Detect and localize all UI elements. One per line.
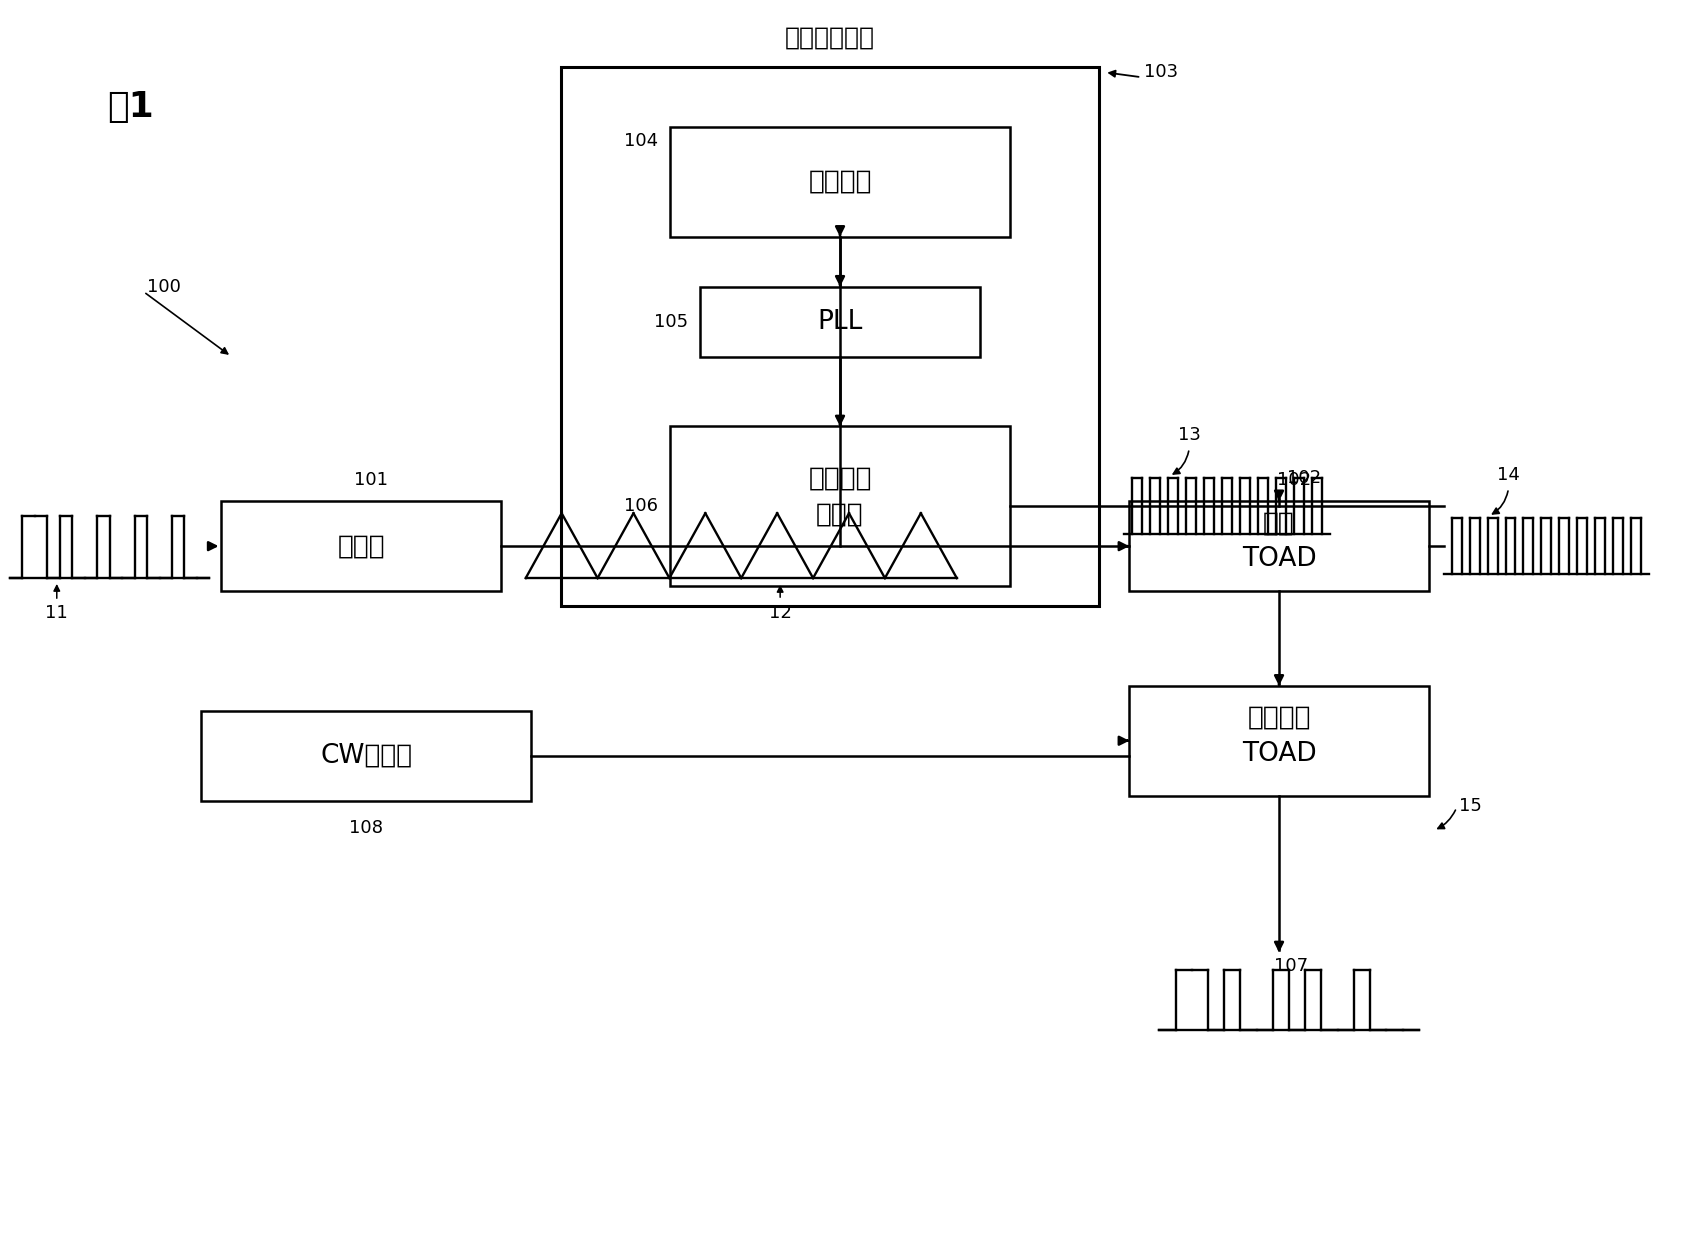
Text: 脉冲定形
TOAD: 脉冲定形 TOAD: [1241, 705, 1316, 766]
Bar: [671, 127, 1010, 237]
Text: 105: 105: [654, 313, 688, 331]
Text: 102: 102: [1277, 471, 1311, 489]
FancyArrowPatch shape: [146, 293, 228, 353]
Bar: [560, 67, 1099, 606]
Text: 13: 13: [1178, 426, 1200, 445]
Text: 图1: 图1: [107, 90, 153, 124]
FancyArrowPatch shape: [1173, 451, 1189, 473]
Bar: [202, 711, 531, 801]
Text: 106: 106: [625, 497, 659, 515]
FancyArrowPatch shape: [54, 586, 59, 598]
Text: 15: 15: [1459, 796, 1481, 815]
FancyArrowPatch shape: [778, 587, 783, 597]
Text: 14: 14: [1498, 466, 1520, 485]
Text: 采样
TOAD: 采样 TOAD: [1241, 510, 1316, 572]
Text: 101: 101: [355, 471, 389, 489]
Text: 100: 100: [146, 278, 180, 295]
Text: PLL: PLL: [817, 309, 863, 335]
Text: 104: 104: [625, 132, 659, 150]
Bar: [671, 426, 1010, 586]
FancyArrowPatch shape: [1438, 810, 1455, 828]
Text: 102: 102: [1287, 470, 1321, 487]
Text: 108: 108: [350, 818, 384, 837]
Text: 11: 11: [46, 604, 68, 622]
Bar: [700, 287, 980, 357]
Text: 时钟恢复电路: 时钟恢复电路: [784, 25, 874, 49]
Text: 12: 12: [769, 604, 791, 622]
Text: 传输线: 传输线: [338, 533, 385, 559]
Text: 103: 103: [1144, 63, 1178, 82]
Bar: [1129, 686, 1428, 796]
FancyArrowPatch shape: [1493, 491, 1508, 514]
Bar: [1129, 502, 1428, 591]
Text: 光电转换: 光电转换: [808, 169, 871, 195]
Text: CW激光器: CW激光器: [319, 743, 413, 769]
Bar: [221, 502, 501, 591]
FancyArrowPatch shape: [1109, 70, 1139, 77]
Text: 107: 107: [1274, 957, 1307, 975]
Text: 模式锁定
激光器: 模式锁定 激光器: [808, 465, 871, 528]
